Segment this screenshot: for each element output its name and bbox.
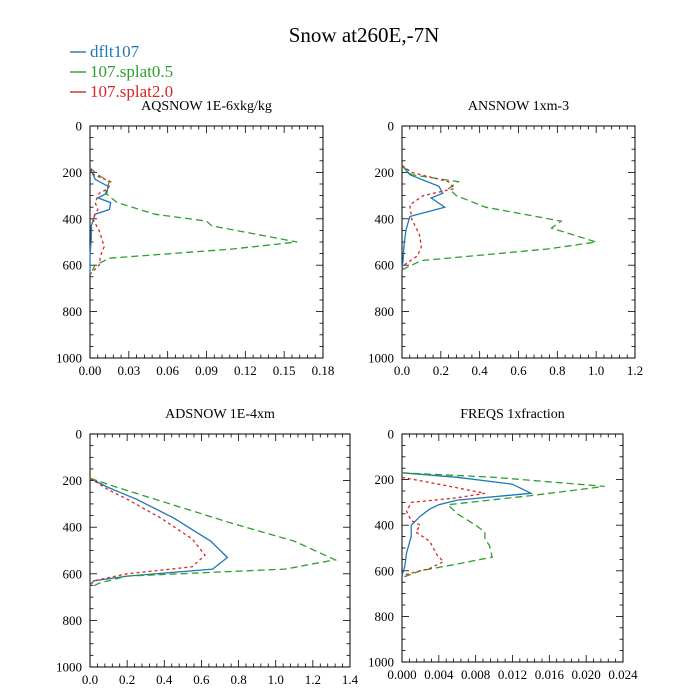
y-tick-label: 600	[63, 566, 83, 581]
y-tick-label: 600	[63, 258, 83, 273]
y-tick-label: 800	[375, 304, 395, 319]
x-tick-label: 0.03	[117, 363, 140, 378]
x-tick-label: 1.0	[588, 363, 604, 378]
plot-frame	[89, 125, 324, 359]
x-tick-label: 0.020	[572, 667, 601, 682]
legend-item-0: dflt107	[70, 42, 140, 61]
x-tick-label: 0.15	[273, 363, 296, 378]
x-tick-label: 0.016	[535, 667, 565, 682]
panel-2: ADSNOW 1E-4xm 0.0 0.2 0.4 0.6 0.8 1.0 1.2 1.4 0 20…	[56, 407, 359, 687]
y-tick-label: 1000	[56, 351, 82, 366]
series-line-107.splat2.0	[89, 167, 112, 275]
series-line-dflt107	[401, 164, 447, 270]
panels: AQSNOW 1E-6xkg/kg0.00 0.03 0.06 0.09 0.12 0.1…	[56, 99, 643, 687]
series-line-107.splat0.5	[401, 164, 597, 271]
x-tick-label: 1.2	[627, 363, 643, 378]
y-tick-label: 200	[63, 473, 83, 488]
series-line-dflt107	[401, 472, 534, 576]
y-tick-label: 0	[76, 427, 83, 442]
y-tick-label: 800	[375, 609, 395, 624]
panel-title: ADSNOW 1E-4xm	[165, 407, 275, 422]
series-line-107.splat0.5	[401, 472, 605, 579]
x-tick-label: 1.4	[342, 672, 359, 687]
x-tick-label: 0.004	[424, 667, 454, 682]
series-line-107.splat2.0	[89, 477, 206, 586]
panel-title: AQSNOW 1E-6xkg/kg	[141, 99, 272, 114]
y-tick-label: 400	[63, 520, 83, 535]
x-tick-label: 0.09	[195, 363, 218, 378]
plot-frame	[401, 125, 636, 359]
panel-0: AQSNOW 1E-6xkg/kg 0.00 0.03 0.06 0.09 0.12 0.1…	[56, 99, 334, 378]
y-tick-label: 200	[375, 472, 395, 487]
legend-label: 107.splat0.5	[90, 62, 173, 81]
legend-label: 107.splat2.0	[90, 82, 173, 101]
series-line-107.splat0.5	[89, 477, 338, 589]
y-tick-label: 800	[63, 613, 83, 628]
y-tick-label: 600	[375, 563, 395, 578]
x-tick-label: 1.0	[268, 672, 284, 687]
x-tick-label: 0.4	[156, 672, 173, 687]
x-tick-label: 0.2	[433, 363, 449, 378]
x-tick-label: 1.2	[305, 672, 321, 687]
y-tick-label: 200	[63, 165, 83, 180]
y-tick-label: 1000	[368, 655, 394, 670]
figure-title: Snow at260E,-7N	[289, 23, 440, 47]
y-tick-label: 400	[63, 211, 83, 226]
y-tick-label: 0	[388, 427, 395, 442]
y-tick-label: 200	[375, 165, 395, 180]
y-tick-label: 400	[375, 211, 395, 226]
legend-label: dflt107	[90, 42, 140, 61]
x-tick-label: 0.12	[234, 363, 257, 378]
y-tick-label: 800	[63, 304, 83, 319]
y-tick-label: 600	[375, 258, 395, 273]
x-tick-label: 0.00	[79, 363, 102, 378]
panel-title: ANSNOW 1xm-3	[468, 99, 569, 114]
panel-title: FREQS 1xfraction	[460, 407, 565, 422]
x-tick-label: 0.06	[156, 363, 179, 378]
legend-item-1: 107.splat0.5	[70, 62, 173, 81]
x-tick-label: 0.0	[394, 363, 410, 378]
x-tick-label: 0.000	[387, 667, 416, 682]
series-line-107.splat0.5	[89, 167, 298, 275]
legend-item-2: 107.splat2.0	[70, 82, 173, 101]
y-tick-label: 400	[375, 518, 395, 533]
plot-frame	[401, 433, 624, 663]
x-tick-label: 0.024	[608, 667, 638, 682]
x-tick-label: 0.008	[461, 667, 490, 682]
x-tick-label: 0.2	[119, 672, 135, 687]
panel-3: FREQS 1xfraction 0.000 0.004 0.008 0.012 0.01…	[368, 407, 638, 682]
series-line-dflt107	[89, 477, 229, 586]
x-tick-label: 0.18	[312, 363, 335, 378]
x-tick-label: 0.8	[549, 363, 565, 378]
x-tick-label: 0.0	[82, 672, 98, 687]
series-line-107.splat2.0	[401, 164, 456, 271]
y-tick-label: 1000	[56, 660, 82, 675]
x-tick-label: 0.4	[472, 363, 489, 378]
y-tick-label: 0	[76, 119, 83, 134]
x-tick-label: 0.6	[510, 363, 527, 378]
y-tick-label: 1000	[368, 351, 394, 366]
panel-1: ANSNOW 1xm-3 0.0 0.2 0.4 0.6 0.8 1.0 1.2 0 200 400…	[368, 99, 643, 378]
y-tick-label: 0	[388, 119, 395, 134]
x-tick-label: 0.012	[498, 667, 527, 682]
x-tick-label: 0.8	[230, 672, 246, 687]
x-tick-label: 0.6	[193, 672, 210, 687]
